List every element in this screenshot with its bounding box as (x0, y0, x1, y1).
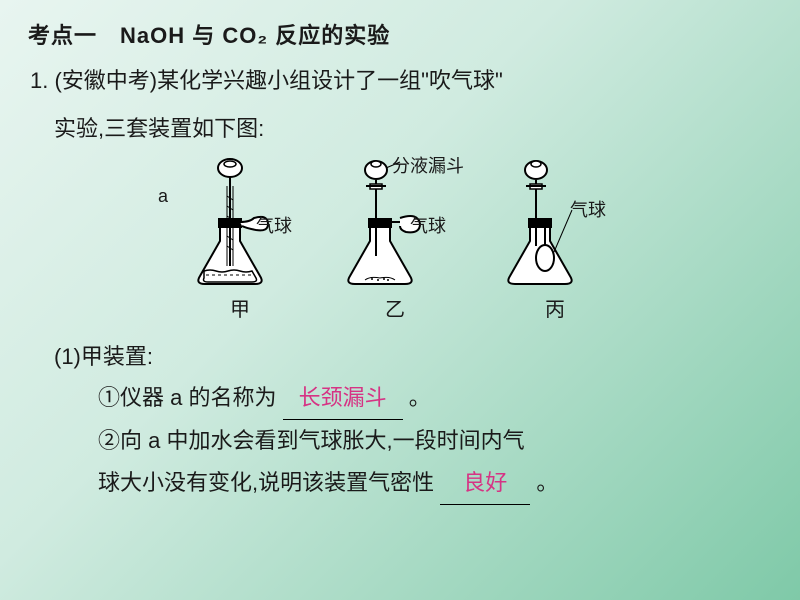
balloon-label-3: 气球 (570, 196, 606, 222)
caption-bing: 丙 (545, 293, 565, 322)
q1-label: (1)甲装置: (28, 336, 772, 378)
balloon-label-1: 气球 (256, 212, 292, 238)
q1-sub1: ①仪器 a 的名称为 长颈漏斗 。 (28, 377, 772, 420)
caption-jia: 甲 (230, 293, 250, 322)
sub1-prefix: ①仪器 a 的名称为 (98, 385, 276, 410)
problem-intro: 1. (安徽中考)某化学兴趣小组设计了一组"吹气球" (28, 60, 772, 102)
q1-sub2-line2: 球大小没有变化,说明该装置气密性 良好 。 (28, 462, 772, 505)
sub2-prefix: 球大小没有变化,说明该装置气密性 (98, 470, 434, 495)
intro-line1: 某化学兴趣小组设计了一组"吹气球" (157, 68, 503, 93)
problem-source: (安徽中考) (54, 68, 157, 93)
section-heading: 考点一 NaOH 与 CO₂ 反应的实验 (28, 18, 772, 50)
intro-line2: 实验,三套装置如下图: (28, 108, 772, 150)
balloon-label-2: 气球 (410, 212, 446, 238)
page-content: 考点一 NaOH 与 CO₂ 反应的实验 1. (安徽中考)某化学兴趣小组设计了… (0, 0, 800, 523)
apparatus-yi: 分液漏斗 气球 (330, 156, 460, 322)
funnel-label: 分液漏斗 (392, 152, 472, 178)
label-a: a (158, 186, 168, 207)
apparatus-jia: a 气球 (180, 156, 300, 322)
caption-yi: 乙 (385, 293, 405, 322)
sub2-answer: 良好 (440, 462, 530, 505)
sub1-answer: 长颈漏斗 (283, 377, 403, 420)
problem-number: 1. (30, 68, 48, 93)
q1-sub2-line1: ②向 a 中加水会看到气球胀大,一段时间内气 (28, 420, 772, 462)
diagram-row: a 气球 (28, 156, 772, 322)
apparatus-bing: 气球 丙 (490, 156, 620, 322)
sub1-suffix: 。 (409, 385, 431, 410)
sub2-suffix: 。 (536, 470, 558, 495)
